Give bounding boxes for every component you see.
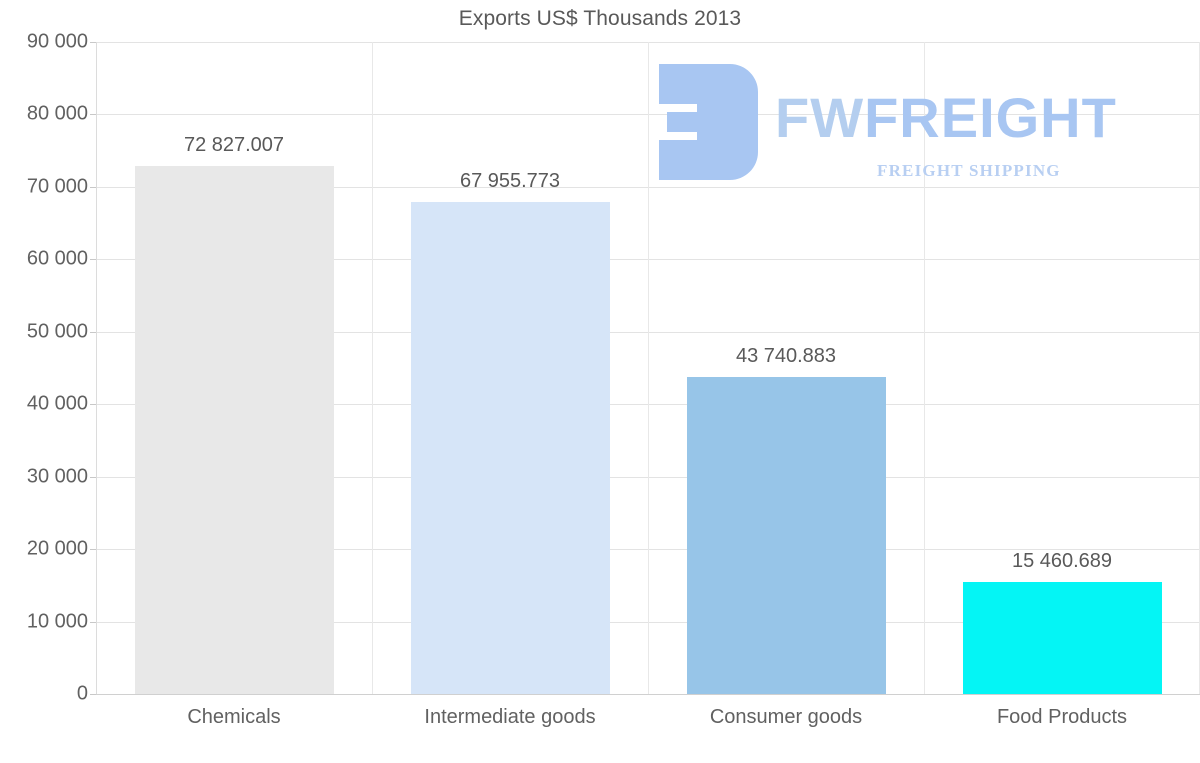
y-axis-tick-label: 10 000 xyxy=(26,610,88,633)
bar-chemicals[interactable] xyxy=(134,166,334,694)
y-axis-tick-label: 80 000 xyxy=(26,102,88,125)
y-axis-tick xyxy=(90,259,96,261)
y-axis-tick-label: 60 000 xyxy=(26,247,88,270)
bar-value-label: 72 827.007 xyxy=(183,134,285,157)
y-axis-tick-label: 70 000 xyxy=(26,175,88,198)
y-axis-tick xyxy=(90,331,96,333)
bar-food-products[interactable] xyxy=(962,582,1162,694)
x-axis-category-label: Chemicals xyxy=(187,706,281,728)
y-axis-tick xyxy=(90,404,96,406)
y-axis-tick xyxy=(90,549,96,551)
y-axis-tick xyxy=(90,476,96,478)
y-axis-tick-label: 50 000 xyxy=(26,320,88,343)
x-gridline xyxy=(648,42,649,694)
y-axis-tick xyxy=(90,186,96,188)
x-axis-category-label: Consumer goods xyxy=(709,706,863,728)
plot-area: 72 827.007 67 955.773 43 740.883 15 460.689 xyxy=(90,42,1200,695)
y-axis-tick xyxy=(90,114,96,116)
y-axis-tick xyxy=(90,42,96,43)
y-gridline xyxy=(96,694,1200,695)
y-axis-tick-label: 40 000 xyxy=(26,392,88,415)
x-axis-category-label: Intermediate goods xyxy=(424,706,596,728)
bar-value-label: 15 460.689 xyxy=(1011,549,1113,572)
chart-title: Exports US$ Thousands 2013 xyxy=(458,7,742,30)
y-axis-tick xyxy=(90,694,96,695)
x-gridline xyxy=(924,42,925,694)
bar-value-label: 43 740.883 xyxy=(735,345,837,368)
y-axis-tick-label: 30 000 xyxy=(26,465,88,488)
y-axis-tick-label: 90 000 xyxy=(26,30,88,53)
x-axis-category-label: Food Products xyxy=(996,706,1128,728)
bar-intermediate-goods[interactable] xyxy=(410,201,610,694)
y-axis-line xyxy=(96,42,97,694)
y-axis-tick xyxy=(90,621,96,623)
bar-consumer-goods[interactable] xyxy=(686,377,886,694)
y-axis-tick-label: 0 xyxy=(76,682,88,705)
y-axis-tick-label: 20 000 xyxy=(26,537,88,560)
x-gridline xyxy=(372,42,373,694)
bar-value-label: 67 955.773 xyxy=(459,169,561,192)
